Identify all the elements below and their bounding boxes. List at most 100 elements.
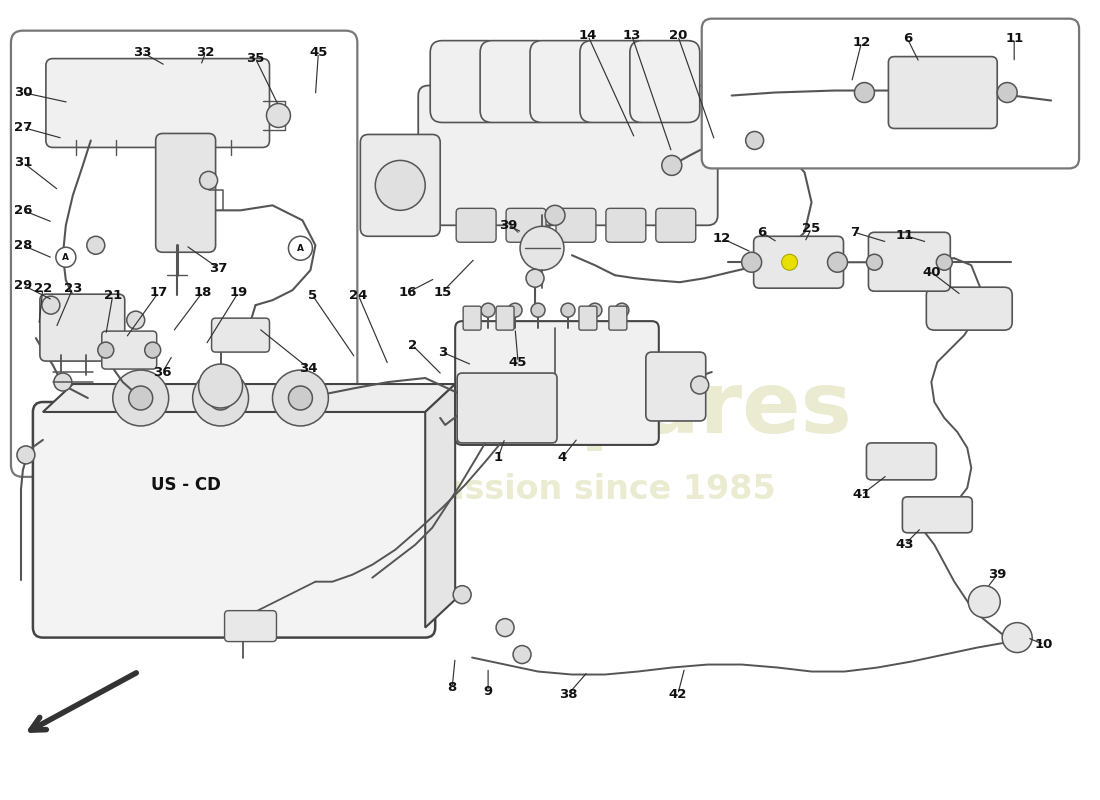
Circle shape: [42, 296, 59, 314]
Circle shape: [16, 446, 35, 464]
Text: 12: 12: [852, 36, 870, 49]
Text: 27: 27: [14, 121, 32, 134]
Polygon shape: [43, 384, 455, 412]
Circle shape: [496, 618, 514, 637]
Text: 30: 30: [13, 86, 32, 99]
Text: 4: 4: [558, 451, 566, 464]
Text: 10: 10: [1035, 638, 1054, 651]
FancyBboxPatch shape: [455, 321, 659, 445]
Circle shape: [615, 303, 629, 317]
FancyBboxPatch shape: [902, 497, 972, 533]
Circle shape: [145, 342, 161, 358]
Circle shape: [662, 155, 682, 175]
FancyBboxPatch shape: [480, 41, 550, 122]
FancyBboxPatch shape: [606, 208, 646, 242]
Text: 29: 29: [14, 278, 32, 292]
FancyBboxPatch shape: [580, 41, 650, 122]
Circle shape: [1002, 622, 1032, 653]
FancyBboxPatch shape: [530, 41, 600, 122]
Circle shape: [936, 254, 953, 270]
FancyBboxPatch shape: [102, 331, 156, 369]
Circle shape: [87, 236, 104, 254]
Circle shape: [126, 311, 145, 329]
Text: 24: 24: [349, 289, 367, 302]
FancyBboxPatch shape: [40, 294, 124, 361]
Text: 45: 45: [509, 355, 527, 369]
Text: 31: 31: [13, 156, 32, 169]
FancyBboxPatch shape: [889, 57, 998, 129]
Text: 42: 42: [669, 688, 688, 701]
Circle shape: [54, 373, 72, 391]
Circle shape: [98, 342, 113, 358]
FancyBboxPatch shape: [46, 58, 270, 147]
Text: 36: 36: [153, 366, 172, 378]
Circle shape: [998, 82, 1018, 102]
FancyBboxPatch shape: [11, 30, 358, 477]
Text: 5: 5: [308, 289, 317, 302]
Circle shape: [453, 586, 471, 604]
Text: 39: 39: [499, 219, 517, 232]
Text: 41: 41: [852, 488, 870, 502]
Circle shape: [526, 270, 544, 287]
FancyBboxPatch shape: [156, 134, 216, 252]
Text: 38: 38: [559, 688, 578, 701]
Text: 45: 45: [309, 46, 328, 59]
Circle shape: [508, 303, 522, 317]
Circle shape: [288, 236, 312, 260]
Circle shape: [513, 646, 531, 663]
Text: 7: 7: [850, 226, 859, 238]
Circle shape: [561, 303, 575, 317]
Circle shape: [199, 364, 242, 408]
Text: 9: 9: [484, 685, 493, 698]
Text: 15: 15: [433, 286, 451, 298]
FancyBboxPatch shape: [33, 402, 436, 638]
FancyBboxPatch shape: [361, 134, 440, 236]
Circle shape: [782, 254, 797, 270]
Text: 20: 20: [669, 29, 688, 42]
Circle shape: [691, 376, 708, 394]
Text: 3: 3: [438, 346, 447, 358]
Text: 17: 17: [150, 286, 168, 298]
FancyBboxPatch shape: [646, 352, 706, 421]
Text: 11: 11: [1005, 32, 1023, 45]
Text: 43: 43: [895, 538, 914, 551]
Text: 35: 35: [246, 52, 265, 65]
Text: 22: 22: [34, 282, 52, 294]
Text: 2: 2: [408, 338, 417, 351]
Text: 32: 32: [197, 46, 215, 59]
FancyBboxPatch shape: [754, 236, 844, 288]
Circle shape: [56, 247, 76, 267]
Text: 26: 26: [13, 204, 32, 217]
Circle shape: [113, 370, 168, 426]
Circle shape: [481, 303, 495, 317]
Text: 12: 12: [713, 232, 730, 245]
FancyBboxPatch shape: [702, 18, 1079, 169]
FancyBboxPatch shape: [496, 306, 514, 330]
Text: 6: 6: [903, 32, 912, 45]
FancyBboxPatch shape: [506, 208, 546, 242]
Text: eurospares: eurospares: [308, 369, 852, 451]
Circle shape: [209, 386, 232, 410]
FancyBboxPatch shape: [463, 306, 481, 330]
Text: 21: 21: [103, 289, 122, 302]
Polygon shape: [426, 384, 455, 628]
FancyBboxPatch shape: [630, 41, 700, 122]
Circle shape: [288, 386, 312, 410]
FancyBboxPatch shape: [430, 41, 500, 122]
Text: 25: 25: [802, 222, 821, 234]
Circle shape: [531, 303, 544, 317]
Text: 1: 1: [494, 451, 503, 464]
Circle shape: [827, 252, 847, 272]
Text: A: A: [63, 253, 69, 262]
Text: US - CD: US - CD: [151, 476, 221, 494]
Text: 33: 33: [133, 46, 152, 59]
Text: 34: 34: [299, 362, 318, 374]
Circle shape: [587, 303, 602, 317]
Circle shape: [855, 82, 875, 102]
FancyBboxPatch shape: [867, 443, 936, 480]
Circle shape: [266, 103, 290, 127]
Text: 14: 14: [579, 29, 597, 42]
Circle shape: [968, 586, 1000, 618]
Circle shape: [741, 252, 761, 272]
FancyBboxPatch shape: [926, 287, 1012, 330]
